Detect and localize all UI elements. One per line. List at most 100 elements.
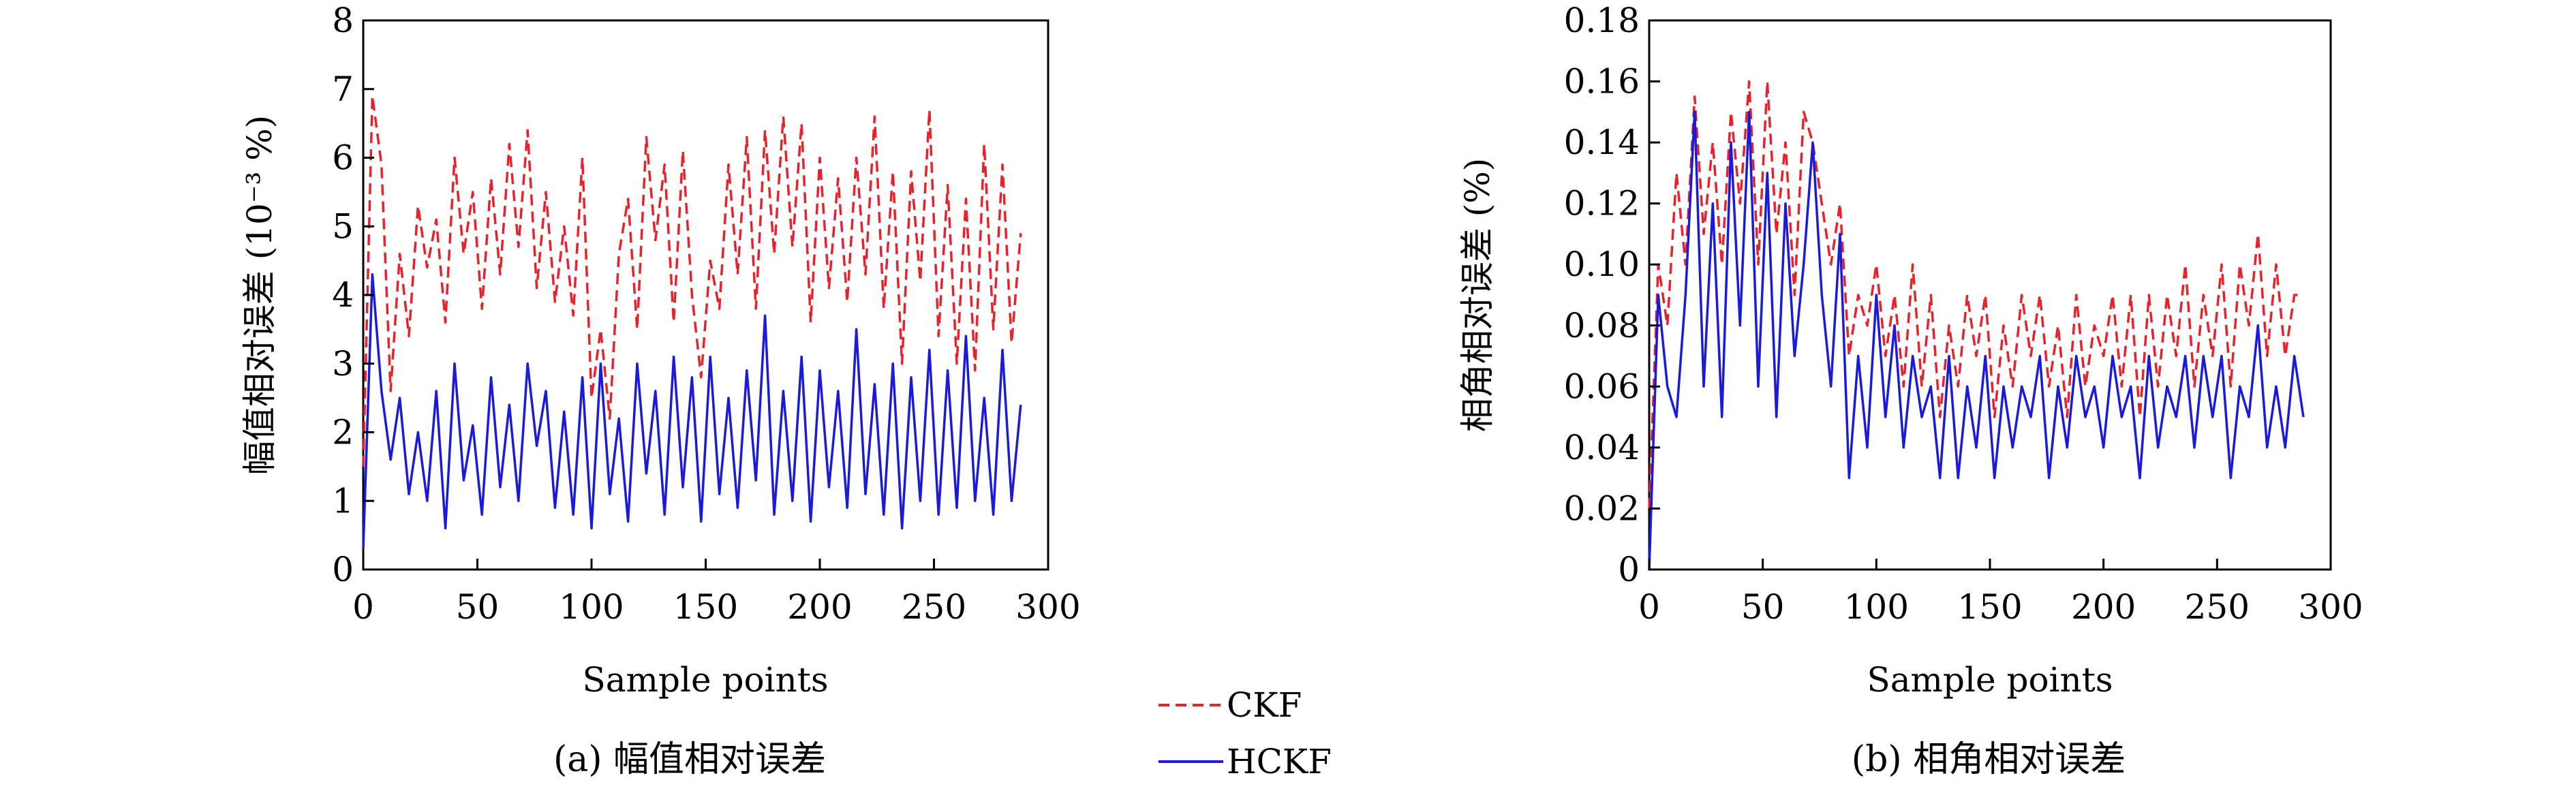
- data-point-ckf: [2166, 294, 2168, 296]
- data-point-ckf: [746, 136, 748, 138]
- data-point-hckf: [2021, 386, 2023, 388]
- data-point-ckf: [645, 136, 647, 138]
- data-point-hckf: [956, 507, 958, 509]
- data-point-ckf: [472, 191, 474, 193]
- data-point-hckf: [764, 315, 766, 317]
- data-point-ckf: [627, 198, 629, 200]
- data-point-ckf: [1712, 142, 1714, 144]
- data-point-ckf: [1693, 95, 1696, 97]
- data-point-ckf: [801, 123, 803, 125]
- x-tick-label: 250: [902, 587, 966, 627]
- y-tick-label: 0.18: [1564, 1, 1640, 40]
- data-point-ckf: [390, 390, 392, 392]
- data-point-ckf: [1957, 386, 1959, 388]
- data-point-hckf: [2211, 416, 2213, 418]
- data-point-ckf: [718, 308, 720, 310]
- legend-label-ckf: CKF: [1227, 685, 1302, 725]
- tick-layer: 0 50 100 150 200 250 300 0 0.02 0.04 0.06 0.08 0.10 0…: [1564, 1, 2363, 627]
- data-point-ckf: [2157, 386, 2159, 388]
- data-point-ckf: [1775, 233, 1777, 235]
- data-point-hckf: [810, 520, 812, 523]
- data-point-hckf: [2094, 386, 2096, 388]
- data-point-hckf: [2139, 477, 2141, 479]
- data-point-hckf: [609, 493, 611, 495]
- data-point-ckf: [1785, 142, 1787, 144]
- data-point-ckf: [371, 95, 373, 97]
- data-point-ckf: [426, 266, 428, 268]
- data-point-hckf: [390, 458, 392, 461]
- x-tick-label: 150: [1957, 587, 2022, 627]
- data-point-ckf: [1002, 163, 1004, 166]
- data-point-hckf: [2239, 386, 2241, 388]
- data-point-hckf: [490, 376, 492, 378]
- data-point-hckf: [1921, 416, 1923, 418]
- data-point-ckf: [2194, 386, 2196, 388]
- data-point-hckf: [1739, 324, 1741, 326]
- chart-panel-b: 0 50 100 150 200 250 300 0 0.02 0.04 0.06 0.08 0.10 0…: [1458, 1, 2363, 780]
- data-point-ckf: [490, 177, 492, 179]
- y-axis-label: 相角相对误差 (%): [1458, 158, 1497, 432]
- y-tick-label: 0.06: [1564, 367, 1640, 406]
- data-point-hckf: [627, 520, 629, 523]
- data-point-hckf: [2102, 446, 2104, 448]
- data-point-hckf: [2048, 477, 2050, 479]
- data-point-hckf: [2230, 477, 2232, 479]
- data-point-ckf: [618, 253, 620, 255]
- data-point-ckf: [947, 184, 949, 186]
- y-axis-label: 幅值相对误差 (10⁻³ %): [240, 115, 279, 475]
- data-point-hckf: [554, 507, 556, 509]
- plot-frame: [1648, 19, 2332, 571]
- x-tick-label: 50: [1741, 587, 1785, 627]
- data-point-ckf: [938, 335, 940, 337]
- data-point-hckf: [828, 486, 830, 488]
- data-point-hckf: [874, 383, 876, 385]
- data-point-ckf: [664, 163, 666, 166]
- data-point-ckf: [928, 108, 930, 110]
- data-point-hckf: [865, 493, 867, 495]
- data-point-hckf: [2303, 416, 2305, 418]
- data-point-hckf: [965, 335, 967, 337]
- data-point-hckf: [1875, 294, 1877, 296]
- data-point-ckf: [1930, 294, 1932, 296]
- data-point-hckf: [517, 500, 519, 502]
- data-point-ckf: [919, 280, 921, 282]
- x-tick-label: 150: [673, 587, 738, 627]
- data-point-hckf: [637, 362, 639, 364]
- data-point-hckf: [2075, 355, 2077, 357]
- data-point-hckf: [1703, 386, 1705, 388]
- x-tick-label: 100: [1844, 587, 1909, 627]
- data-point-ckf: [1666, 324, 1668, 326]
- data-point-hckf: [691, 376, 693, 378]
- data-point-ckf: [782, 116, 784, 118]
- data-point-hckf: [618, 418, 620, 420]
- data-point-hckf: [1657, 294, 1659, 296]
- data-point-hckf: [1821, 294, 1823, 296]
- x-tick-label: 200: [787, 587, 852, 627]
- data-point-hckf: [1019, 404, 1022, 406]
- data-point-hckf: [363, 548, 365, 550]
- data-point-ckf: [1976, 355, 1978, 357]
- data-point-ckf: [2248, 324, 2250, 326]
- data-point-ckf: [892, 170, 894, 172]
- data-point-ckf: [435, 219, 438, 221]
- data-point-ckf: [399, 253, 401, 255]
- data-point-ckf: [2266, 355, 2268, 357]
- data-point-hckf: [1957, 477, 1959, 479]
- data-point-ckf: [380, 163, 382, 166]
- data-point-ckf: [791, 246, 793, 248]
- data-point-ckf: [673, 322, 675, 324]
- data-point-ckf: [527, 129, 529, 131]
- data-point-hckf: [563, 411, 565, 413]
- x-axis-label: Sample points: [1867, 660, 2113, 700]
- data-point-ckf: [2075, 294, 2077, 296]
- data-point-ckf: [654, 239, 656, 241]
- data-point-hckf: [682, 486, 684, 488]
- data-point-hckf: [1803, 264, 1805, 266]
- data-point-ckf: [2257, 233, 2259, 235]
- data-point-ckf: [591, 397, 593, 399]
- data-point-ckf: [2102, 355, 2104, 357]
- data-point-ckf: [1921, 386, 1923, 388]
- data-point-ckf: [517, 246, 519, 248]
- data-point-ckf: [572, 315, 574, 317]
- data-point-hckf: [2284, 446, 2286, 448]
